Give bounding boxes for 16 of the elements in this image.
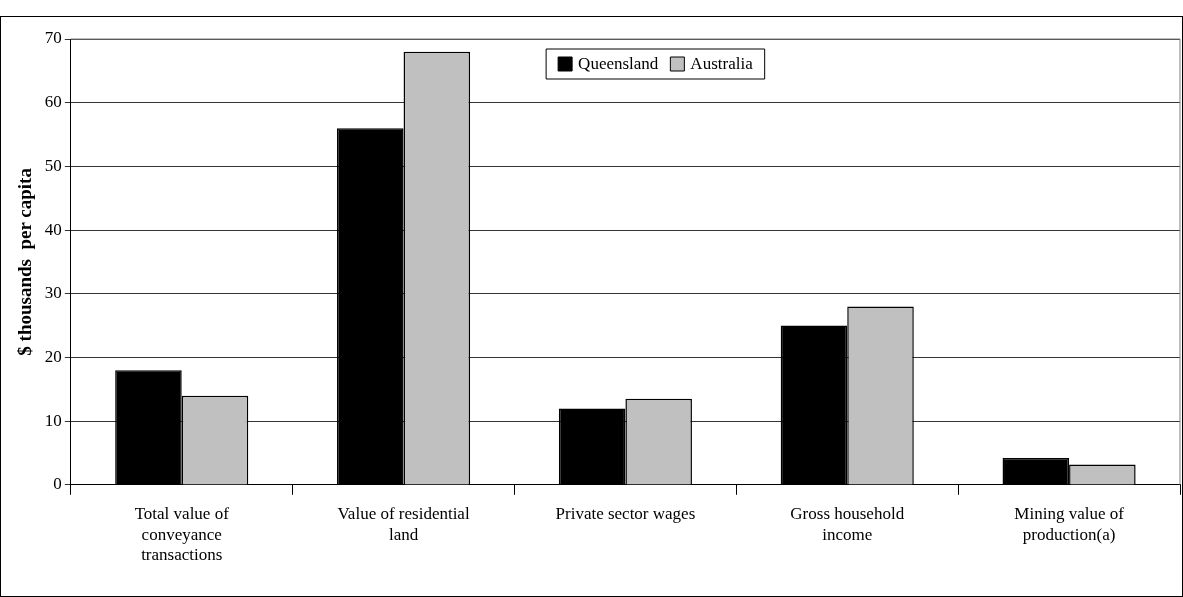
x-tick-label: Value of residential land	[337, 504, 470, 544]
y-tick-label: 70	[44, 28, 62, 48]
y-tick-label: 50	[44, 155, 62, 175]
y-tick-label: 20	[44, 346, 62, 366]
x-tick-label: Total value of conveyance transactions	[134, 504, 230, 565]
y-tick-label: 40	[44, 219, 62, 239]
y-tick-label: 30	[44, 283, 62, 303]
x-tick-label: Private sector wages	[555, 504, 696, 524]
x-tick-label: Gross household income	[790, 504, 905, 544]
legend-label: Queensland	[578, 54, 659, 74]
x-tick-label: Mining value of production(a)	[1014, 504, 1125, 544]
y-tick-label: 10	[44, 410, 62, 430]
legend-label: Australia	[690, 54, 754, 74]
y-axis-title: $ thousands per capita	[14, 167, 36, 356]
y-tick-label: 0	[53, 474, 62, 494]
y-tick-label: 60	[44, 92, 62, 112]
